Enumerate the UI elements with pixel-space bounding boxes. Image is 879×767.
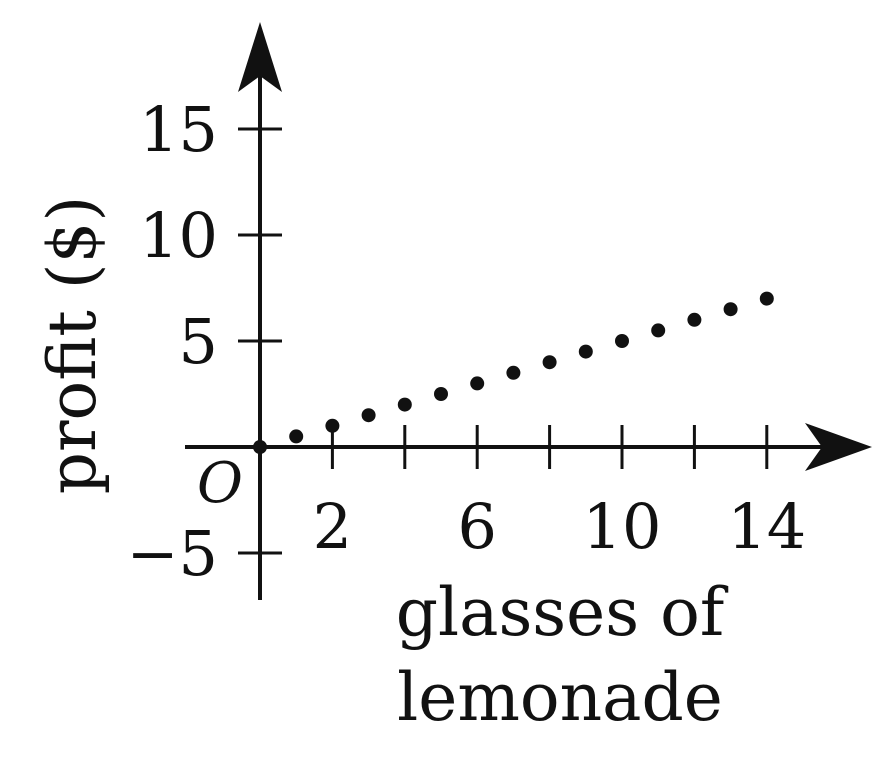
y-ticks (238, 127, 282, 555)
y-tick-labels: 15 10 5 −5 (127, 93, 218, 590)
y-tick-label: 5 (179, 305, 218, 378)
x-tick-label: 14 (727, 490, 806, 563)
data-point (615, 334, 629, 348)
data-point (434, 387, 448, 401)
data-point (542, 355, 557, 370)
data-point (578, 344, 593, 359)
data-point (253, 440, 267, 454)
data-point (361, 408, 376, 423)
y-tick-label: 15 (139, 93, 218, 166)
y-tick-label: 10 (139, 199, 218, 272)
data-point (651, 323, 666, 338)
data-point (687, 312, 702, 327)
x-tick-label: 10 (583, 490, 662, 563)
data-point (325, 418, 340, 433)
data-points (253, 291, 774, 454)
x-tick-label: 6 (457, 490, 496, 563)
y-axis-arrowhead (238, 22, 282, 92)
x-axis-label-line-2: lemonade (397, 659, 723, 736)
x-tick-labels: 2 6 10 14 (313, 490, 807, 563)
data-point (470, 376, 485, 391)
y-axis-label: profit ($) (34, 196, 111, 495)
x-axis-label-line-1: glasses of (396, 574, 729, 651)
y-tick-label: −5 (127, 517, 218, 590)
data-point (397, 397, 412, 412)
axes (185, 22, 872, 600)
data-point (289, 429, 304, 444)
data-point (723, 302, 738, 317)
data-point (759, 291, 774, 306)
x-axis-arrowhead (805, 423, 872, 471)
x-tick-label: 2 (313, 490, 352, 563)
data-point (506, 365, 521, 380)
origin-label: O (197, 451, 243, 516)
